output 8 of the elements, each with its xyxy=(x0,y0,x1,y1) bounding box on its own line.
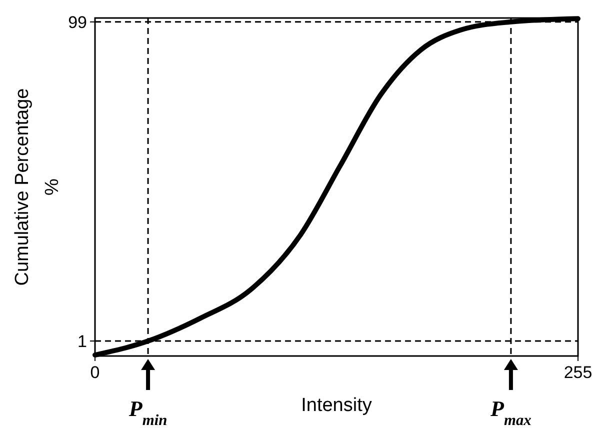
x-tick-label: 255 xyxy=(564,363,592,382)
ref-line-label: P$_{max}$ xyxy=(490,396,532,428)
y-tick-label: 99 xyxy=(68,12,87,32)
x-tick-label: 0 xyxy=(90,363,100,382)
x-axis-title: Intensity xyxy=(301,395,372,416)
ref-line-label: P$_{min}$ xyxy=(128,396,168,428)
y-tick-label: 1 xyxy=(78,332,87,352)
y-axis-title: Cumulative Percentage % xyxy=(12,88,63,286)
